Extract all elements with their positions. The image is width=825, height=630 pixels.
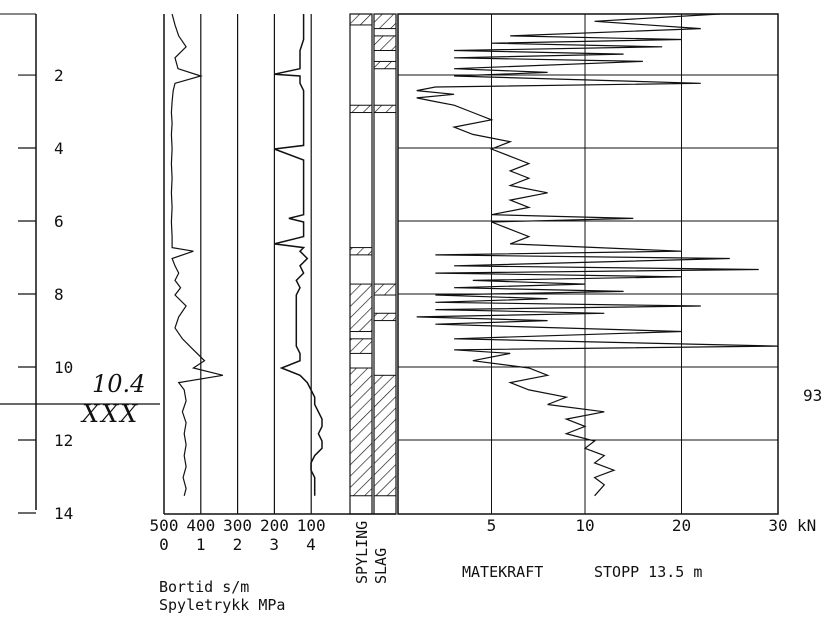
spyletrykk-series-line [274, 14, 323, 496]
matekraft-tick-label: 30 [768, 516, 787, 535]
spyletrykk-tick-label: 4 [306, 535, 316, 554]
matekraft-ticks: 5 10 20 30 [487, 516, 788, 535]
slag-band [373, 60, 397, 70]
spyletrykk-tick-label: 0 [159, 535, 169, 554]
spyling-band [349, 104, 373, 114]
spyletrykk-tick-label: 3 [269, 535, 279, 554]
slag-band [373, 312, 397, 322]
matekraft-label: MATEKRAFT [462, 563, 543, 581]
depth-tick-label: 12 [54, 431, 73, 450]
depth-tick-label: 2 [54, 66, 64, 85]
spyletrykk-label: Spyletrykk MPa [159, 596, 285, 614]
side-value: 93 [803, 386, 822, 405]
matekraft-series-line [416, 13, 779, 497]
slag-label: SLAG [372, 548, 390, 584]
handwritten-depth-mark: 10.4 [92, 370, 145, 398]
stop-marks: XXX [80, 400, 139, 428]
slag-band [373, 374, 397, 497]
slag-band [373, 283, 397, 296]
matekraft-unit: kN [797, 516, 816, 535]
spyling-band [349, 338, 373, 354]
bortid-label: Bortid s/m [159, 578, 249, 596]
stop-note: STOPP 13.5 m [594, 563, 702, 581]
matekraft-tick-label: 5 [487, 516, 497, 535]
bortid-tick-label: 200 [260, 516, 289, 535]
bortid-series-line [170, 13, 224, 496]
spyletrykk-tick-label: 1 [196, 535, 206, 554]
matekraft-tick-label: 10 [575, 516, 594, 535]
depth-tick-label: 10 [54, 358, 73, 377]
slag-band [373, 13, 397, 30]
depth-ticks: 2 4 6 8 10 12 14 [18, 66, 73, 523]
matekraft-tick-label: 20 [672, 516, 691, 535]
slag-band [373, 104, 397, 114]
spyletrykk-tick-label: 2 [233, 535, 243, 554]
bortid-tick-label: 500 [150, 516, 179, 535]
depth-tick-label: 8 [54, 285, 64, 304]
bortid-tick-label: 100 [297, 516, 326, 535]
spyling-band [349, 13, 373, 26]
spyling-label: SPYLING [353, 521, 371, 584]
spyling-band [349, 247, 373, 256]
matekraft-panel [397, 13, 779, 515]
bortid-tick-label: 300 [223, 516, 252, 535]
spyletrykk-ticks: 0 1 2 3 4 [159, 535, 316, 554]
bortid-ticks: 500 400 300 200 100 [150, 516, 326, 535]
slag-band [373, 35, 397, 51]
slag-bands [373, 13, 397, 497]
bortid-grid [200, 14, 312, 514]
depth-tick-label: 14 [54, 504, 73, 523]
spyling-band [349, 367, 373, 497]
matekraft-frame [397, 13, 779, 515]
depth-tick-label: 4 [54, 139, 64, 158]
bortid-tick-label: 400 [186, 516, 215, 535]
spyling-bands [349, 13, 373, 497]
depth-tick-label: 6 [54, 212, 64, 231]
spyling-band [349, 283, 373, 333]
depth-axis: 10.4 XXX [0, 13, 160, 510]
